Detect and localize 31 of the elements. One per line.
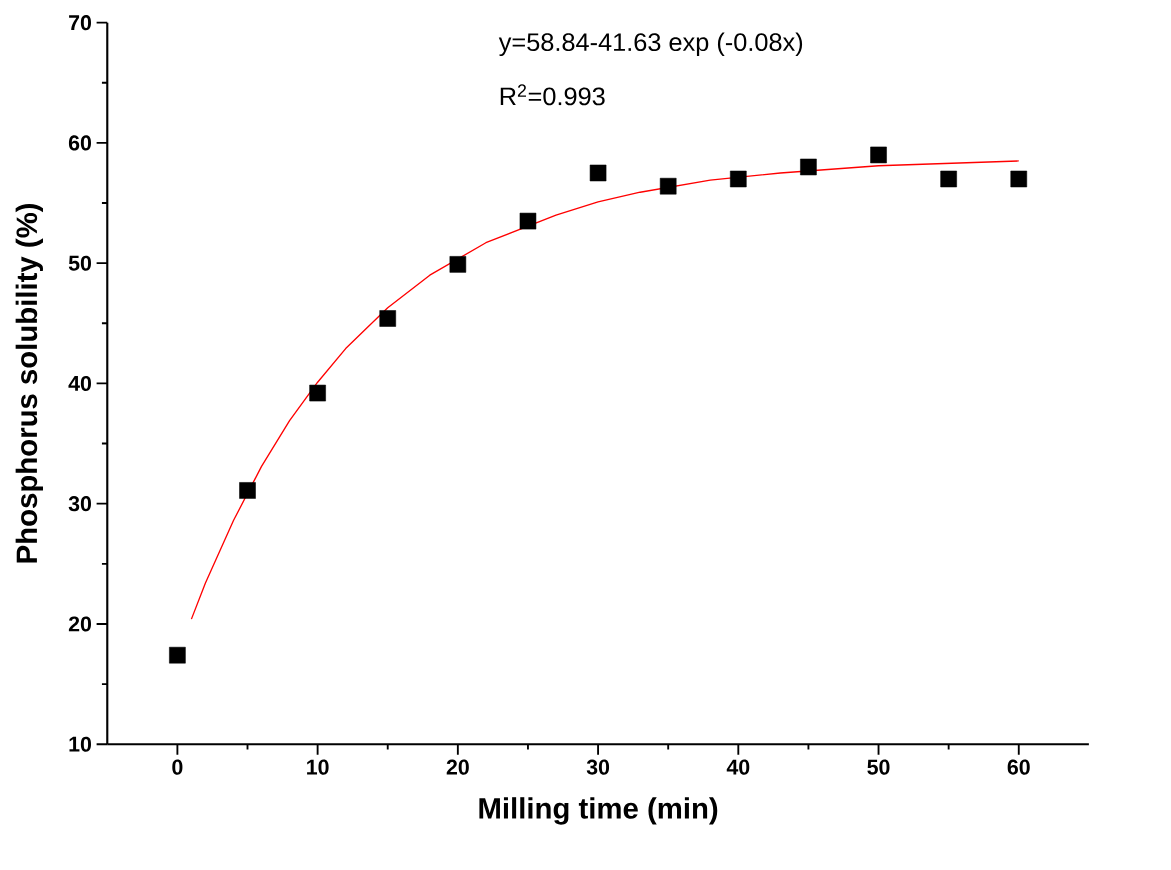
point [169, 647, 186, 664]
point [870, 146, 887, 164]
point [309, 385, 326, 402]
point [659, 178, 677, 195]
point [940, 170, 957, 188]
y-tick-label: 70 [69, 15, 91, 31]
x-tick-label: 0 [172, 759, 183, 775]
x-tick-label: 40 [726, 759, 750, 775]
x-tick-label: 50 [867, 759, 890, 775]
point [519, 213, 537, 230]
x-tick-label: 60 [1007, 759, 1030, 775]
point [1010, 170, 1028, 188]
x-tick-label: 30 [586, 759, 610, 775]
y-tick-label: 30 [68, 496, 91, 512]
x-axis-title: Milling time (min) [479, 797, 718, 825]
x-tick-label: 20 [446, 759, 469, 775]
y-tick-label: 50 [68, 255, 91, 271]
point [800, 158, 817, 176]
y-tick-label: 10 [69, 736, 91, 752]
y-axis-title: Phosphorus solubility (%) [15, 204, 43, 563]
point [239, 482, 256, 499]
annotation: y=58.84-41.63 exp (-0.08x) [498, 32, 803, 57]
y-tick-label: 60 [68, 135, 91, 151]
point [449, 256, 467, 273]
x-tick-label: 10 [307, 759, 329, 775]
point [589, 164, 607, 182]
point [730, 170, 747, 188]
y-tick-label: 20 [68, 616, 91, 632]
annotation: R$^{2}$=0.993 [500, 84, 605, 106]
point [379, 310, 396, 327]
y-tick-label: 40 [68, 376, 91, 392]
